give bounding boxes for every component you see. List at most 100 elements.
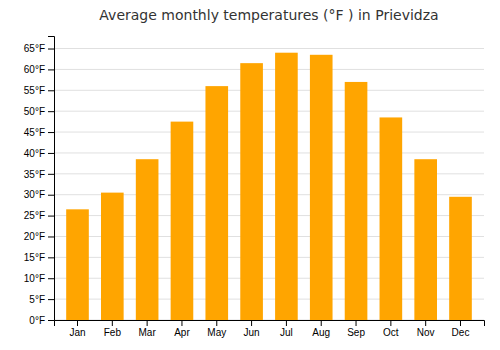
y-tick-mark — [48, 320, 54, 321]
y-tick: 60°F — [24, 64, 54, 75]
chart: 0°F5°F10°F15°F20°F25°F30°F35°F40°F45°F50… — [0, 0, 500, 350]
bar — [240, 63, 263, 320]
grid-line — [54, 69, 484, 70]
bar — [310, 55, 333, 320]
y-tick-label: 5°F — [29, 294, 45, 305]
y-axis: 0°F5°F10°F15°F20°F25°F30°F35°F40°F45°F50… — [24, 37, 55, 326]
y-tick-label: 30°F — [24, 189, 45, 200]
y-tick-mark — [48, 111, 54, 112]
y-tick: 50°F — [24, 106, 54, 117]
y-tick-label: 60°F — [24, 64, 45, 75]
x-tick: Jan — [69, 320, 85, 338]
y-tick: 55°F — [24, 85, 54, 96]
chart-container: 0°F5°F10°F15°F20°F25°F30°F35°F40°F45°F50… — [0, 0, 500, 350]
y-tick-label: 55°F — [24, 85, 45, 96]
x-tick-mark — [77, 320, 78, 326]
x-tick-label: Sep — [347, 327, 365, 338]
y-tick: 10°F — [24, 273, 54, 284]
x-tick: May — [207, 320, 226, 338]
y-tick-label: 45°F — [24, 127, 45, 138]
y-tick-label: 25°F — [24, 210, 45, 221]
y-tick: 25°F — [24, 210, 54, 221]
x-tick: Feb — [104, 320, 122, 338]
y-tick-mark — [48, 69, 54, 70]
y-tick-label: 0°F — [29, 315, 45, 326]
grid-line — [54, 152, 484, 153]
y-tick-mark — [48, 278, 54, 279]
bar — [275, 53, 298, 320]
bar — [449, 197, 472, 320]
x-tick-mark — [286, 320, 287, 326]
bar — [345, 82, 368, 320]
y-tick-label: 15°F — [24, 252, 45, 263]
y-tick-mark — [48, 257, 54, 258]
y-tick-label: 10°F — [24, 273, 45, 284]
x-tick-label: Oct — [383, 327, 399, 338]
x-tick-label: May — [207, 327, 226, 338]
y-tick: 0°F — [29, 315, 54, 326]
bar — [171, 122, 194, 320]
y-tick-label: 65°F — [24, 43, 45, 54]
x-tick-label: Dec — [452, 327, 470, 338]
x-tick-label: Feb — [104, 327, 122, 338]
y-tick: 45°F — [24, 127, 54, 138]
x-tick-mark — [216, 320, 217, 326]
y-tick-mark — [48, 90, 54, 91]
x-axis-line — [55, 321, 485, 327]
y-tick-mark — [48, 216, 54, 217]
x-tick-mark — [251, 320, 252, 326]
y-axis-line — [48, 37, 55, 321]
y-tick-mark — [48, 153, 54, 154]
y-tick: 35°F — [24, 169, 54, 180]
y-tick-mark — [48, 299, 54, 300]
y-tick-label: 50°F — [24, 106, 45, 117]
grid-line — [54, 90, 484, 91]
bar — [205, 86, 228, 320]
x-axis: Jan Feb Mar Apr May Jun Jul Aug Sep Oct Nov Dec — [55, 320, 485, 338]
grid — [54, 49, 484, 320]
plot-area — [66, 53, 472, 320]
grid-line — [54, 132, 484, 133]
y-tick-mark — [48, 132, 54, 133]
y-tick: 65°F — [24, 43, 54, 54]
x-tick-mark — [425, 320, 426, 326]
title: Average monthly temperatures (°F ) in Pr… — [99, 7, 438, 23]
y-tick: 20°F — [24, 231, 54, 242]
x-tick-mark — [390, 320, 391, 326]
bar — [101, 193, 124, 320]
y-tick-mark — [48, 174, 54, 175]
y-tick-mark — [48, 195, 54, 196]
x-tick: Jul — [280, 320, 293, 338]
y-tick-mark — [48, 236, 54, 237]
x-tick-mark — [356, 320, 357, 326]
x-tick-mark — [460, 320, 461, 326]
x-tick: Dec — [452, 320, 470, 338]
x-tick: Apr — [174, 320, 190, 338]
y-tick-label: 35°F — [24, 169, 45, 180]
bar — [414, 159, 437, 320]
grid-line — [54, 111, 484, 112]
x-tick: Nov — [417, 320, 435, 338]
y-tick-label: 20°F — [24, 231, 45, 242]
x-tick-mark — [147, 320, 148, 326]
x-tick-label: Jul — [280, 327, 293, 338]
y-tick: 15°F — [24, 252, 54, 263]
x-tick-label: Aug — [312, 327, 330, 338]
x-tick-label: Apr — [174, 327, 190, 338]
x-tick-label: Mar — [139, 327, 157, 338]
x-tick-mark — [181, 320, 182, 326]
x-tick: Jun — [244, 320, 260, 338]
bar — [380, 117, 403, 320]
bar — [66, 209, 89, 320]
x-tick: Sep — [347, 320, 365, 338]
x-tick-label: Jun — [244, 327, 260, 338]
x-tick-mark — [321, 320, 322, 326]
grid-line — [54, 48, 484, 49]
bar — [136, 159, 159, 320]
x-tick: Aug — [312, 320, 330, 338]
x-tick-mark — [112, 320, 113, 326]
x-tick-label: Nov — [417, 327, 435, 338]
y-tick-mark — [48, 49, 54, 50]
x-tick: Oct — [383, 320, 399, 338]
y-tick: 5°F — [29, 294, 54, 305]
